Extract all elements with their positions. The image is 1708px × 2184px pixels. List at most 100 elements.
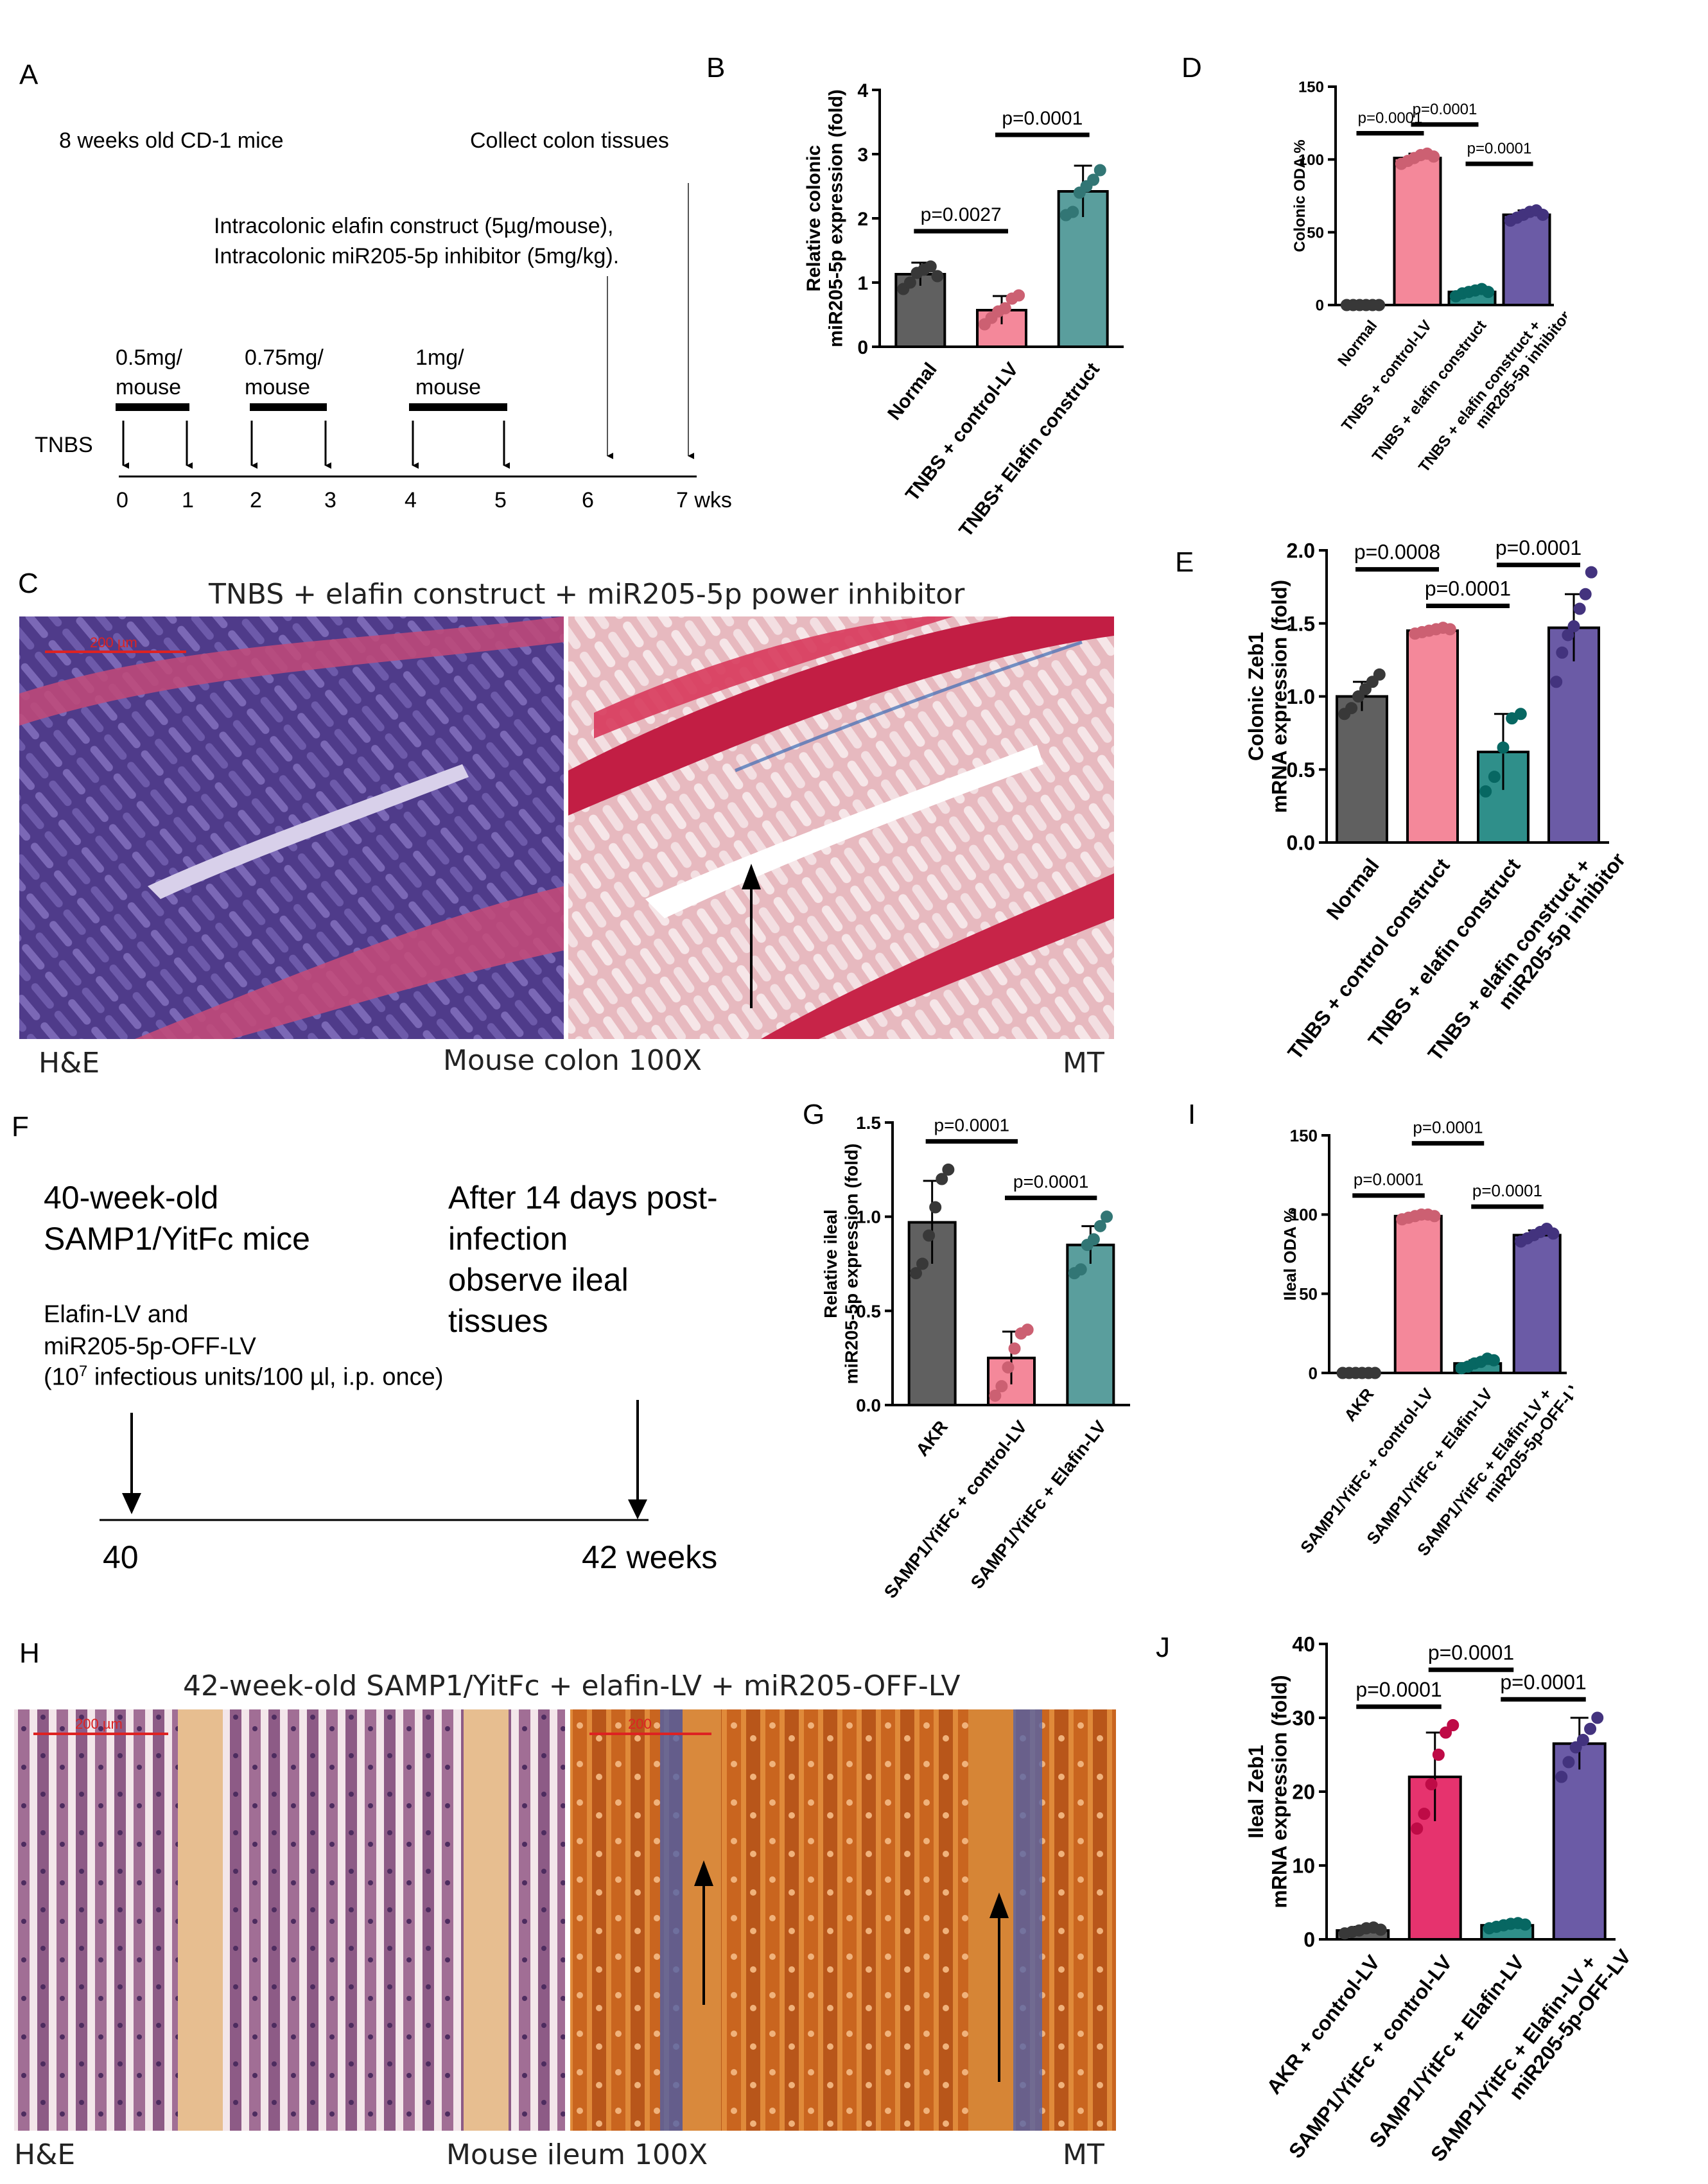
category-label-line: AKR bbox=[1340, 1385, 1377, 1425]
panel-c-mt-label: MT bbox=[1063, 1047, 1104, 1079]
data-point bbox=[936, 1173, 948, 1185]
category-label: AKR bbox=[912, 1417, 952, 1460]
y-axis-title: Colonic ODA % bbox=[1291, 139, 1309, 252]
mice-label: 8 weeks old CD-1 mice bbox=[59, 128, 284, 153]
bar bbox=[1393, 1214, 1443, 1374]
data-point bbox=[1514, 708, 1527, 721]
y-tick-label: 30 bbox=[1292, 1707, 1315, 1730]
data-point bbox=[1573, 602, 1586, 615]
bar bbox=[1512, 1234, 1562, 1374]
data-point bbox=[1585, 566, 1598, 579]
y-axis-title-line: Colonic Zeb1 bbox=[1244, 632, 1268, 761]
data-point bbox=[1482, 286, 1495, 299]
data-point bbox=[1488, 771, 1501, 783]
p-value-label: p=0.0027 bbox=[921, 204, 1002, 225]
data-point bbox=[1087, 173, 1100, 186]
bar bbox=[907, 1221, 957, 1406]
data-point bbox=[1087, 1233, 1100, 1246]
colon-scale-bar-label: 200 µm bbox=[90, 634, 137, 651]
panel-h-mt-label: MT bbox=[1063, 2138, 1104, 2171]
p-value-label: p=0.0001 bbox=[934, 1115, 1010, 1135]
data-point bbox=[1008, 1342, 1021, 1355]
data-point bbox=[1374, 1923, 1387, 1936]
category-label: SAMP1/YitFc + Elafin-LV bbox=[967, 1417, 1110, 1593]
p-value-label: p=0.0001 bbox=[1500, 1670, 1586, 1693]
y-tick-label: 40 bbox=[1292, 1633, 1315, 1656]
data-point bbox=[1094, 1219, 1106, 1232]
y-tick-label: 0.5 bbox=[1287, 758, 1315, 782]
data-point bbox=[909, 1267, 922, 1280]
data-point bbox=[1094, 164, 1106, 177]
y-tick-label: 0.5 bbox=[856, 1301, 881, 1321]
data-point bbox=[1447, 1719, 1460, 1731]
panel-letter-f: F bbox=[12, 1111, 29, 1142]
data-point bbox=[1479, 785, 1492, 798]
lv-line-2: miR205-5p-OFF-LV bbox=[44, 1333, 256, 1360]
category-label: TNBS+ Elafin construct bbox=[955, 359, 1104, 541]
panel-letter-e: E bbox=[1175, 546, 1194, 578]
panel-letter-j: J bbox=[1156, 1632, 1170, 1663]
data-point bbox=[1487, 1354, 1500, 1367]
lv-line-1: Elafin-LV and bbox=[44, 1301, 189, 1328]
category-label: SAMP1/YitFc + control-LV bbox=[880, 1417, 1031, 1602]
colon-mt-micrograph bbox=[568, 616, 1114, 1039]
y-axis-title: Ileal ODA % bbox=[1280, 1208, 1300, 1301]
p-value-label: p=0.0001 bbox=[1354, 1170, 1424, 1189]
data-point bbox=[1345, 702, 1358, 715]
data-point bbox=[998, 302, 1011, 315]
y-tick-label: 0 bbox=[1303, 1928, 1315, 1952]
timeline-tick-3: 3 bbox=[324, 488, 336, 512]
y-tick-label: 1.5 bbox=[1287, 612, 1315, 635]
data-point bbox=[1013, 289, 1025, 302]
category-label: Normal bbox=[1334, 317, 1381, 370]
data-point bbox=[1373, 668, 1386, 681]
p-value-label: p=0.0001 bbox=[1472, 1181, 1542, 1200]
category-label-line: TNBS+ Elafin construct bbox=[955, 359, 1104, 541]
data-point bbox=[1567, 620, 1580, 633]
category-label-line: Normal bbox=[884, 359, 941, 424]
chart-b: B 0 1 2 3 4 Relative colonicmiR205-5p expressi… bbox=[706, 52, 1124, 541]
dose2-line-b: mouse bbox=[245, 375, 311, 399]
panel-letter-b: B bbox=[706, 52, 725, 83]
data-point bbox=[1576, 1734, 1589, 1746]
y-axis-title-line: Ileal ODA % bbox=[1280, 1208, 1300, 1301]
panel-letter-d: D bbox=[1181, 52, 1202, 83]
y-axis-title-line: Ileal Zeb1 bbox=[1244, 1745, 1268, 1839]
panel-letter-g: G bbox=[803, 1099, 824, 1130]
data-point bbox=[1432, 1749, 1445, 1761]
after-line-3: observe ileal bbox=[448, 1262, 629, 1298]
y-axis-title-line: Relative ileal bbox=[821, 1209, 841, 1318]
y-axis-title: Relative colonicmiR205-5p expression (fo… bbox=[803, 89, 847, 347]
y-axis-title: Relative ilealmiR205-5p expression (fold… bbox=[821, 1144, 861, 1385]
ileum-mt-micrograph: 200 bbox=[570, 1709, 1116, 2131]
tnbs-label: TNBS bbox=[35, 433, 93, 457]
y-tick-label: 3 bbox=[857, 144, 868, 166]
dose1-line-b: mouse bbox=[116, 375, 182, 399]
data-point bbox=[1418, 1808, 1431, 1820]
data-point bbox=[1443, 623, 1456, 636]
data-point bbox=[916, 1257, 929, 1270]
y-axis-title-line: miR205-5p expression (fold) bbox=[826, 89, 847, 347]
y-tick-label: 150 bbox=[1298, 79, 1324, 96]
data-point bbox=[1555, 1770, 1568, 1783]
category-label: Normal bbox=[884, 359, 941, 424]
timeline-tick-6: 6 bbox=[582, 488, 594, 512]
y-tick-label: 0 bbox=[1309, 1363, 1318, 1383]
dose3-line-b: mouse bbox=[415, 375, 482, 399]
data-point bbox=[1569, 1741, 1582, 1754]
category-label: TNBS + elafin construct bbox=[1369, 317, 1490, 465]
y-tick-label: 1.5 bbox=[856, 1113, 881, 1133]
data-point bbox=[1021, 1324, 1034, 1336]
ileum-he-micrograph: 200 µm bbox=[14, 1709, 565, 2131]
data-point bbox=[1579, 588, 1592, 600]
y-tick-label: 2.0 bbox=[1287, 539, 1315, 563]
y-axis-title: Ileal Zeb1mRNA expression (fold) bbox=[1244, 1675, 1291, 1908]
data-point bbox=[1074, 1263, 1087, 1276]
lv-line-3: (107 infectious units/100 µl, i.p. once) bbox=[44, 1363, 444, 1391]
panel-c-he-label: H&E bbox=[39, 1047, 100, 1079]
bar bbox=[1502, 213, 1551, 307]
category-label-line: SAMP1/YitFc + Elafin-LV bbox=[967, 1417, 1110, 1593]
category-label-line: AKR bbox=[912, 1417, 952, 1460]
p-value-label: p=0.0001 bbox=[1495, 536, 1582, 559]
